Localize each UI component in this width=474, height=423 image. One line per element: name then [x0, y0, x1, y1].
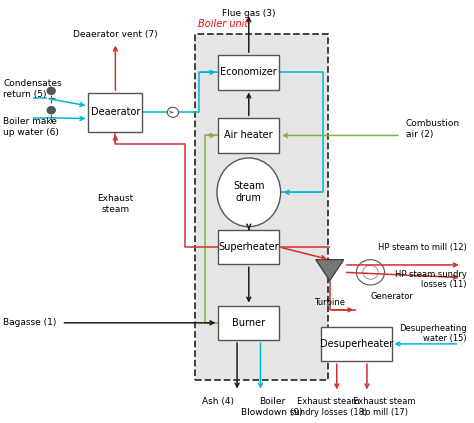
Polygon shape [316, 260, 344, 281]
Circle shape [363, 265, 378, 279]
Text: HP steam sundry
losses (11): HP steam sundry losses (11) [394, 270, 466, 289]
Circle shape [46, 106, 56, 114]
Text: Combustion
air (2): Combustion air (2) [406, 119, 460, 139]
Text: Ash (4): Ash (4) [202, 397, 234, 407]
Text: Condensates
return (5): Condensates return (5) [3, 80, 62, 99]
FancyBboxPatch shape [321, 327, 392, 361]
Text: Exhaust
steam: Exhaust steam [97, 195, 134, 214]
Circle shape [167, 107, 179, 117]
Text: Deaerator: Deaerator [91, 107, 140, 117]
Ellipse shape [217, 158, 281, 227]
Text: Superheater: Superheater [219, 242, 279, 252]
Text: Desuperheating
water (15): Desuperheating water (15) [399, 324, 466, 343]
Text: Economizer: Economizer [220, 67, 277, 77]
Text: Air heater: Air heater [225, 130, 273, 140]
Text: Boiler
Blowdown (9): Boiler Blowdown (9) [241, 397, 303, 417]
Text: Generator: Generator [371, 292, 413, 301]
FancyBboxPatch shape [219, 305, 279, 340]
Text: Burner: Burner [232, 318, 265, 328]
Text: Deaerator vent (7): Deaerator vent (7) [73, 30, 158, 38]
Text: Turbine: Turbine [314, 297, 345, 307]
Text: Exhaust steam
to mill (17): Exhaust steam to mill (17) [353, 397, 416, 417]
FancyBboxPatch shape [89, 93, 142, 132]
FancyBboxPatch shape [219, 230, 279, 264]
Text: Boiler make
up water (6): Boiler make up water (6) [3, 117, 59, 137]
Circle shape [356, 260, 384, 285]
FancyBboxPatch shape [195, 34, 328, 380]
Text: HP steam to mill (12): HP steam to mill (12) [378, 242, 466, 252]
Text: Boiler unit: Boiler unit [198, 19, 248, 29]
Text: Exhaust steam
sundry losses (18): Exhaust steam sundry losses (18) [290, 397, 367, 417]
Text: Steam
drum: Steam drum [233, 181, 264, 203]
Text: Desuperheater: Desuperheater [320, 339, 393, 349]
Text: Bagasse (1): Bagasse (1) [3, 319, 56, 327]
Text: Flue gas (3): Flue gas (3) [222, 9, 275, 18]
FancyBboxPatch shape [219, 55, 279, 90]
Circle shape [46, 87, 56, 95]
FancyBboxPatch shape [219, 118, 279, 153]
